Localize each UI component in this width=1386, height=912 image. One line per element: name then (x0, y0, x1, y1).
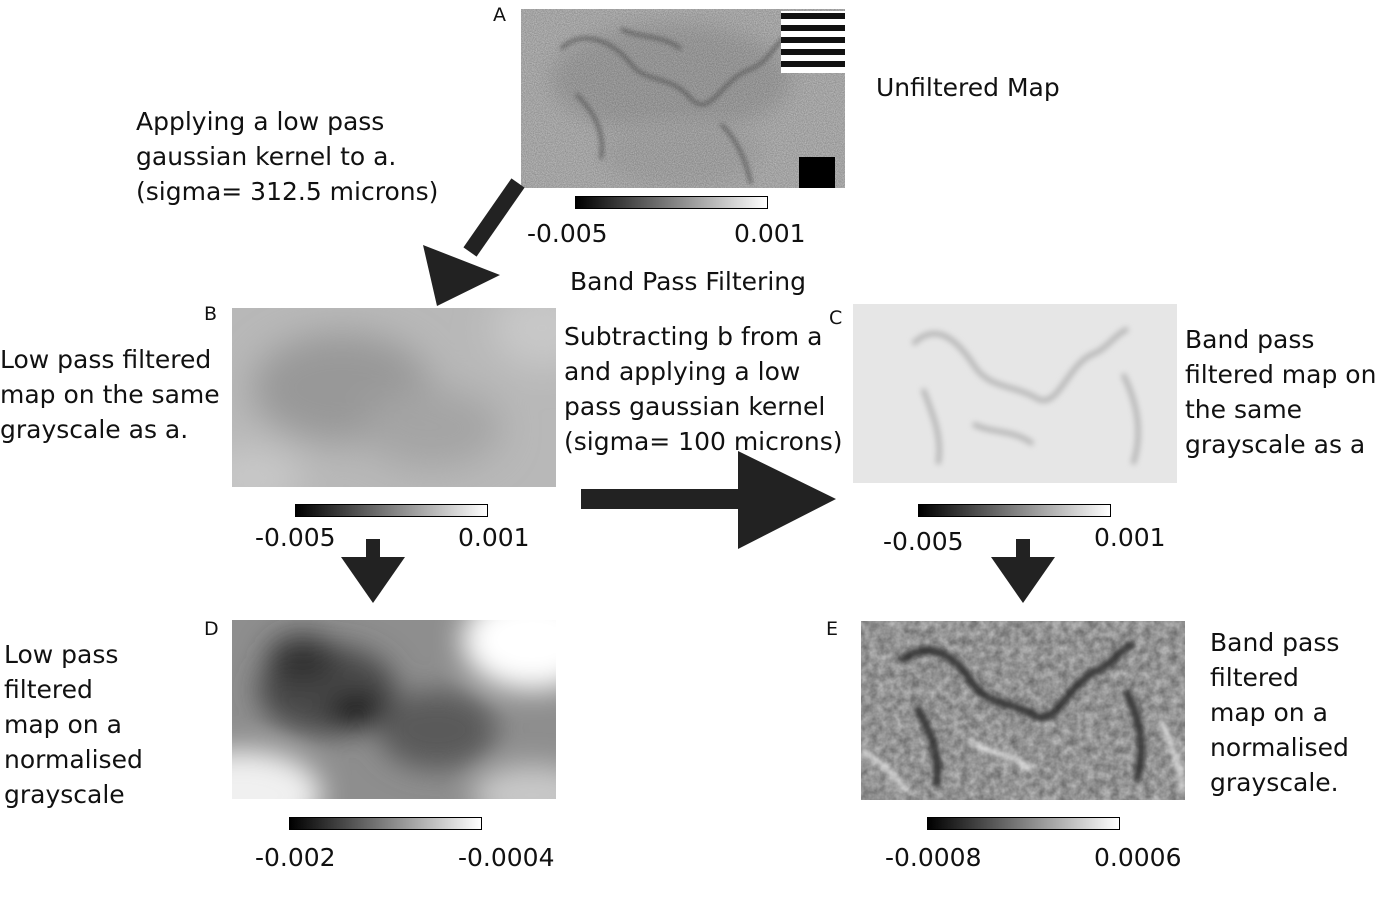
panel-a-caption: Unfiltered Map (876, 73, 1060, 102)
caption-line: filtered (4, 675, 93, 704)
panel-e-label: E (826, 618, 839, 640)
panel-c-colorbar (918, 504, 1111, 517)
caption-line: Band pass (1185, 325, 1315, 354)
caption-line: map on a (1210, 698, 1328, 727)
step-line: (sigma= 312.5 microns) (136, 177, 439, 206)
caption-line: normalised (1210, 733, 1349, 762)
step-line: and applying a low (564, 357, 801, 386)
panel-d-colorbar (289, 817, 482, 830)
panel-b-colorbar-min: -0.005 (255, 523, 336, 552)
panel-c-label: C (829, 307, 843, 329)
caption-line: grayscale as a. (0, 415, 189, 444)
caption-line: grayscale as a (1185, 430, 1366, 459)
step-line: Subtracting b from a (564, 322, 823, 351)
step-line: gaussian kernel to a. (136, 142, 397, 171)
step-line: Applying a low pass (136, 107, 385, 136)
panel-d-caption: Low pass filtered map on a normalised gr… (4, 637, 143, 812)
caption-line: filtered (1210, 663, 1299, 692)
panel-a-colorbar-max: 0.001 (734, 219, 806, 248)
panel-e-caption: Band pass filtered map on a normalised g… (1210, 625, 1349, 800)
caption-line: map on the same (0, 380, 220, 409)
panel-a-label: A (493, 4, 506, 26)
band-pass-step-text: Subtracting b from a and applying a low … (564, 319, 843, 459)
panel-e-colorbar (927, 817, 1120, 830)
panel-a-colorbar-min: -0.005 (527, 219, 608, 248)
caption-line: Low pass filtered (0, 345, 212, 374)
caption-line: normalised (4, 745, 143, 774)
panel-b-label: B (204, 303, 218, 325)
step-line: pass gaussian kernel (564, 392, 826, 421)
caption-line: Low pass (4, 640, 119, 669)
panel-d-colorbar-min: -0.002 (255, 843, 336, 872)
caption-line: filtered map on (1185, 360, 1377, 389)
step-line: (sigma= 100 microns) (564, 427, 843, 456)
low-pass-normalised-map-image (232, 620, 556, 799)
panel-d-colorbar-max: -0.0004 (458, 843, 555, 872)
caption-line: grayscale (4, 780, 125, 809)
panel-c-colorbar-max: 0.001 (1094, 523, 1166, 552)
panel-c-caption: Band pass filtered map on the same grays… (1185, 322, 1376, 462)
band-pass-normalised-map-image (861, 621, 1185, 800)
figure-title: Band Pass Filtering (570, 267, 806, 296)
panel-c-colorbar-min: -0.005 (883, 527, 964, 556)
panel-b-colorbar (295, 504, 488, 517)
caption-line: Band pass (1210, 628, 1340, 657)
panel-b-caption: Low pass filtered map on the same graysc… (0, 342, 220, 447)
unfiltered-map-image (521, 9, 845, 188)
caption-line: map on a (4, 710, 122, 739)
panel-e-colorbar-max: 0.0006 (1094, 843, 1182, 872)
caption-line: the same (1185, 395, 1303, 424)
panel-e-colorbar-min: -0.0008 (885, 843, 982, 872)
panel-a-colorbar (575, 196, 768, 209)
low-pass-map-image (232, 308, 556, 487)
panel-d-label: D (204, 618, 219, 640)
caption-line: grayscale. (1210, 768, 1339, 797)
panel-b-colorbar-max: 0.001 (458, 523, 530, 552)
low-pass-step-text: Applying a low pass gaussian kernel to a… (136, 104, 438, 209)
band-pass-map-image (853, 304, 1177, 483)
